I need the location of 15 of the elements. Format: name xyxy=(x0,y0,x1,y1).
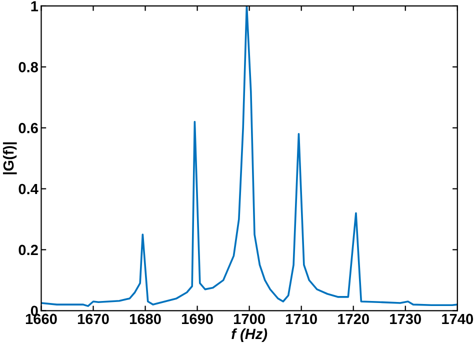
y-tick-label: 0.2 xyxy=(18,244,38,256)
y-tick-label: 1 xyxy=(31,1,38,12)
x-tick-label: 1680 xyxy=(130,314,161,324)
y-tick-label: 0.8 xyxy=(18,62,38,72)
x-tick-label: 1740 xyxy=(442,314,474,324)
x-tick-label: 1700 xyxy=(234,314,265,324)
x-tick-label: 1730 xyxy=(390,314,422,324)
x-tick-label: 1690 xyxy=(182,314,213,324)
x-tick-label: 1720 xyxy=(338,314,369,324)
y-tick-label: 0.6 xyxy=(18,122,38,134)
x-axis-title: f (Hz) xyxy=(232,328,268,342)
x-tick-label: 1670 xyxy=(78,314,109,324)
y-tick-label: 0.4 xyxy=(18,184,38,194)
x-tick-label: 1710 xyxy=(286,314,317,324)
y-axis-title: |G(f)| xyxy=(2,142,17,174)
